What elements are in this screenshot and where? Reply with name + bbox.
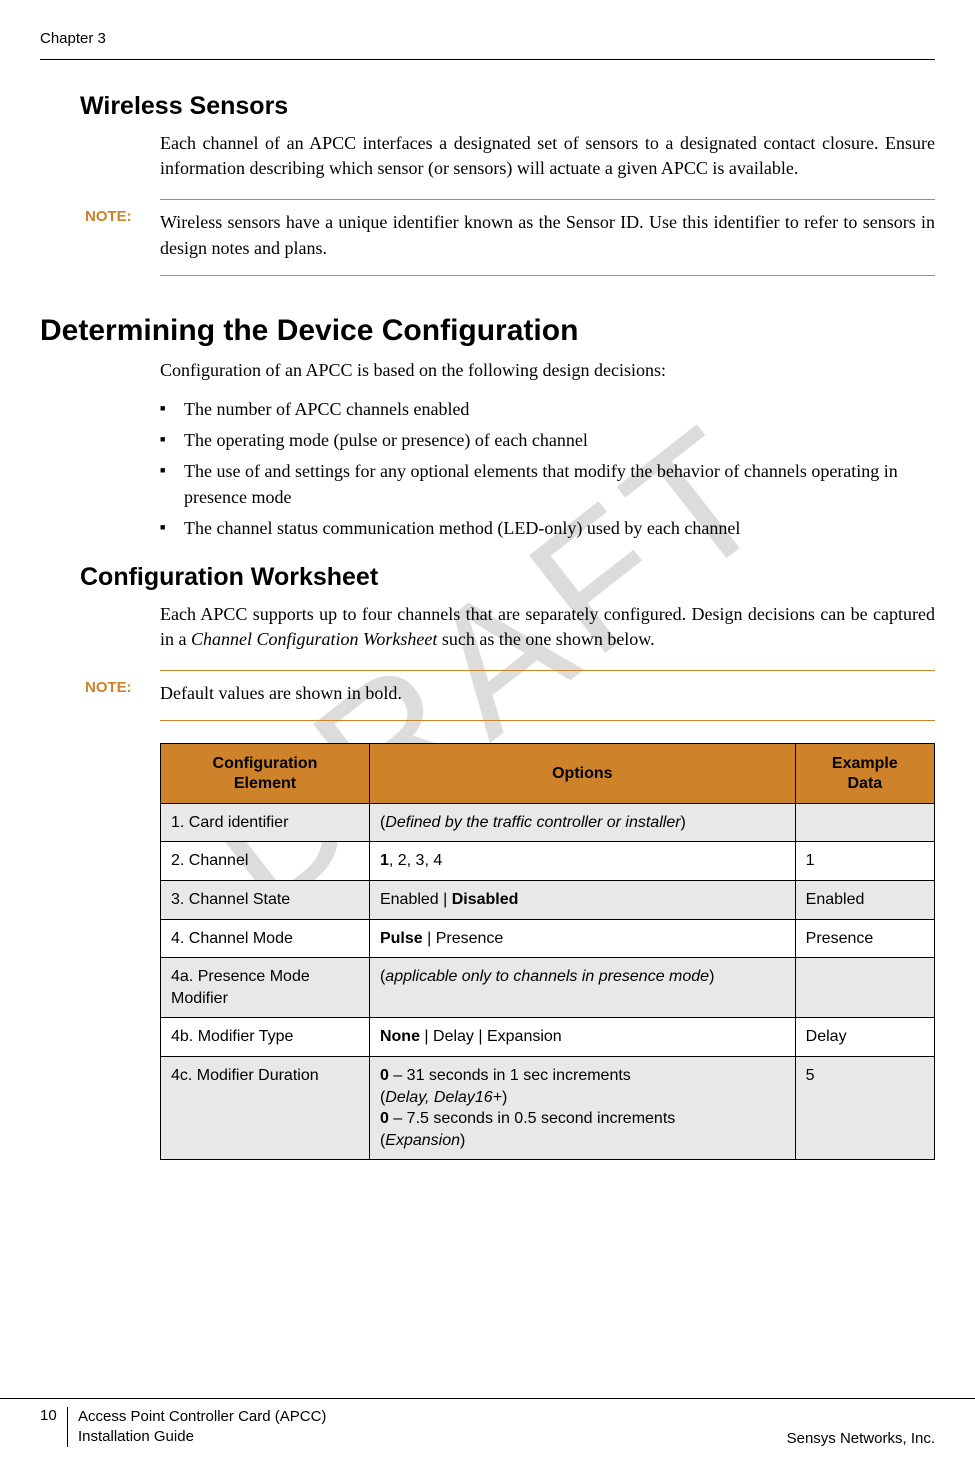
cell-options: Enabled | Disabled bbox=[369, 881, 795, 920]
note-block-1: NOTE: Wireless sensors have a unique ide… bbox=[160, 199, 935, 275]
cell-example bbox=[795, 803, 934, 842]
heading-wireless-sensors: Wireless Sensors bbox=[80, 92, 935, 121]
worksheet-text-c: such as the one shown below. bbox=[437, 629, 654, 649]
footer-doc-title: Access Point Controller Card (APCC) Inst… bbox=[68, 1407, 326, 1448]
cell-element: 3. Channel State bbox=[161, 881, 370, 920]
page-content: Chapter 3 Wireless Sensors Each channel … bbox=[40, 30, 935, 1160]
heading-config-worksheet: Configuration Worksheet bbox=[80, 563, 935, 592]
cell-options: Pulse | Presence bbox=[369, 919, 795, 958]
list-item: The use of and settings for any optional… bbox=[160, 459, 935, 509]
table-row: 4. Channel Mode Pulse | Presence Presenc… bbox=[161, 919, 935, 958]
note-label: NOTE: bbox=[85, 208, 132, 225]
cell-element: 1. Card identifier bbox=[161, 803, 370, 842]
note-text: Wireless sensors have a unique identifie… bbox=[160, 210, 935, 260]
wireless-sensors-paragraph: Each channel of an APCC interfaces a des… bbox=[160, 131, 935, 181]
table-row: 4c. Modifier Duration 0 – 31 seconds in … bbox=[161, 1056, 935, 1159]
table-row: 2. Channel 1, 2, 3, 4 1 bbox=[161, 842, 935, 881]
table-row: 4a. Presence Mode Modifier (applicable o… bbox=[161, 958, 935, 1018]
footer-company: Sensys Networks, Inc. bbox=[787, 1430, 935, 1447]
cell-options: 1, 2, 3, 4 bbox=[369, 842, 795, 881]
note-text: Default values are shown in bold. bbox=[160, 681, 935, 706]
list-item: The number of APCC channels enabled bbox=[160, 397, 935, 422]
cell-options: 0 – 31 seconds in 1 sec increments (Dela… bbox=[369, 1056, 795, 1159]
table-row: 3. Channel State Enabled | Disabled Enab… bbox=[161, 881, 935, 920]
note-block-2: NOTE: Default values are shown in bold. bbox=[160, 670, 935, 721]
table-row: 4b. Modifier Type None | Delay | Expansi… bbox=[161, 1018, 935, 1057]
worksheet-text-italic: Channel Configuration Worksheet bbox=[191, 629, 437, 649]
table-header-row: ConfigurationElement Options ExampleData bbox=[161, 744, 935, 803]
cell-example bbox=[795, 958, 934, 1018]
config-table: ConfigurationElement Options ExampleData… bbox=[160, 743, 935, 1160]
cell-element: 4c. Modifier Duration bbox=[161, 1056, 370, 1159]
cell-example: 1 bbox=[795, 842, 934, 881]
page-footer: 10 Access Point Controller Card (APCC) I… bbox=[0, 1398, 975, 1448]
th-example-data: ExampleData bbox=[795, 744, 934, 803]
list-item: The operating mode (pulse or presence) o… bbox=[160, 428, 935, 453]
cell-options: None | Delay | Expansion bbox=[369, 1018, 795, 1057]
page-header: Chapter 3 bbox=[40, 30, 935, 60]
cell-options: (Defined by the traffic controller or in… bbox=[369, 803, 795, 842]
cell-example: Enabled bbox=[795, 881, 934, 920]
note-label: NOTE: bbox=[85, 679, 132, 696]
cell-element: 2. Channel bbox=[161, 842, 370, 881]
worksheet-paragraph: Each APCC supports up to four channels t… bbox=[160, 602, 935, 652]
cell-element: 4a. Presence Mode Modifier bbox=[161, 958, 370, 1018]
cell-example: Presence bbox=[795, 919, 934, 958]
cell-example: Delay bbox=[795, 1018, 934, 1057]
th-config-element: ConfigurationElement bbox=[161, 744, 370, 803]
heading-determining: Determining the Device Configuration bbox=[40, 314, 935, 348]
determining-intro: Configuration of an APCC is based on the… bbox=[160, 358, 935, 383]
th-options: Options bbox=[369, 744, 795, 803]
table-row: 1. Card identifier (Defined by the traff… bbox=[161, 803, 935, 842]
cell-element: 4. Channel Mode bbox=[161, 919, 370, 958]
cell-element: 4b. Modifier Type bbox=[161, 1018, 370, 1057]
cell-example: 5 bbox=[795, 1056, 934, 1159]
list-item: The channel status communication method … bbox=[160, 516, 935, 541]
cell-options: (applicable only to channels in presence… bbox=[369, 958, 795, 1018]
determining-bullets: The number of APCC channels enabled The … bbox=[160, 397, 935, 541]
page-number: 10 bbox=[40, 1407, 68, 1448]
